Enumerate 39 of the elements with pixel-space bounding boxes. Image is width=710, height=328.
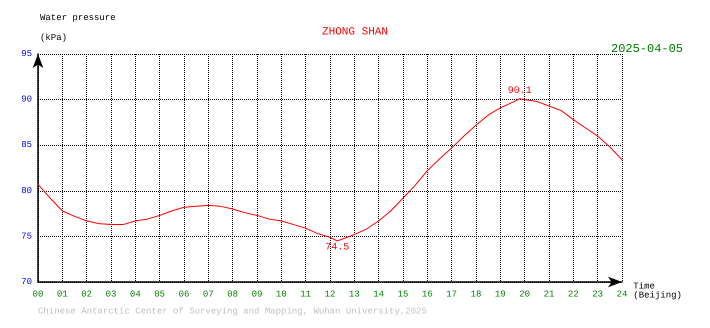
x-tick-label: 18 (470, 290, 482, 300)
x-tick-label: 04 (130, 290, 141, 300)
x-tick-label: 07 (202, 290, 214, 300)
x-tick-label: 17 (446, 290, 458, 300)
annotation: 90.1 (508, 86, 532, 98)
text: 2025-04-05 (610, 42, 684, 56)
x-tick-label: 15 (398, 290, 408, 300)
x-tick-label: 22 (568, 290, 579, 300)
text: Chinese Antarctic Center of Surveying and Mapping, Wuhan University,2025 (38, 306, 427, 316)
x-tick-label: 19 (494, 290, 506, 300)
x-tick-label: 06 (178, 290, 190, 300)
x-tick-label: 14 (373, 290, 384, 300)
x-tick-label: 21 (544, 290, 554, 300)
y-tick-label: 75 (21, 231, 32, 242)
y-axis-title: Water pressure (kPa) (40, 13, 116, 43)
chart-title: ZHONG SHAN (322, 26, 388, 38)
x-tick-label: 01 (56, 290, 68, 300)
x-tick-label: 10 (276, 290, 287, 300)
annotation: 74.5 (325, 242, 350, 254)
x-tick-label: 00 (32, 290, 44, 300)
x-tick-label: 11 (300, 290, 312, 300)
x-tick-label: 16 (422, 290, 433, 300)
x-tick-label: 20 (519, 290, 530, 300)
x-tick-label: 03 (106, 290, 116, 300)
y-tick-label: 95 (21, 49, 32, 59)
x-tick-label: 02 (81, 290, 92, 300)
y-tick-label: 85 (21, 140, 32, 150)
x-tick-label: 24 (616, 290, 628, 300)
x-tick-label: 08 (227, 290, 238, 300)
y-tick-label: 80 (21, 186, 32, 196)
x-tick-label: 23 (592, 290, 604, 300)
x-tick-label: 09 (252, 290, 262, 300)
line-series (38, 98, 622, 242)
y-tick-label: 90 (21, 94, 32, 105)
y-tick-label: 70 (21, 277, 32, 287)
x-axis-title: Time (Beijing) (633, 282, 682, 300)
x-tick-label: 05 (154, 290, 166, 300)
x-tick-label: 13 (348, 290, 360, 300)
x-tick-label: 12 (324, 290, 336, 300)
